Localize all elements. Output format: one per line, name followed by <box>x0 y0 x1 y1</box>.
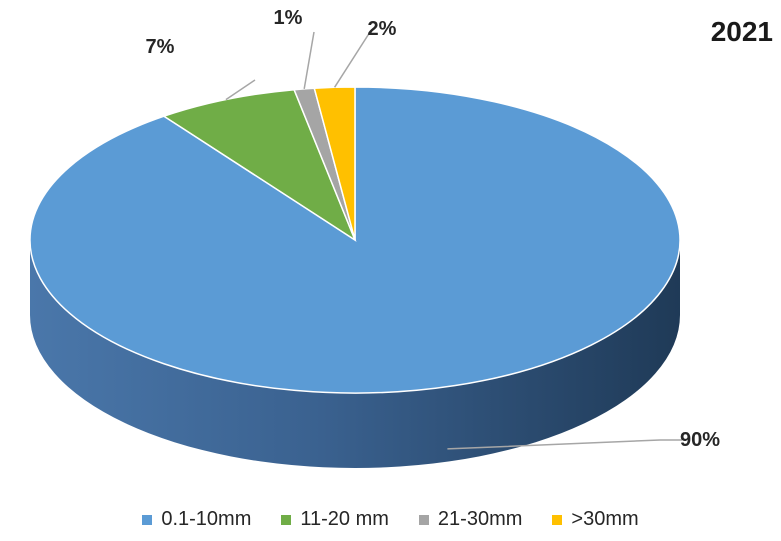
leader-line-21-30mm <box>303 31 315 90</box>
legend-swatch-11-20mm <box>281 514 292 525</box>
legend-item-0-1-10mm: 0.1-10mm <box>142 508 251 531</box>
legend-swatch-over-30mm <box>552 514 563 525</box>
legend-label-11-20mm: 11-20 mm <box>300 508 389 530</box>
legend-swatch-21-30mm <box>418 514 429 525</box>
legend-item-21-30mm: 21-30mm <box>418 508 523 531</box>
leader-line-11-20mm <box>225 79 256 101</box>
legend-item-over-30mm: >30mm <box>552 508 639 531</box>
leader-line-0-1-10mm <box>447 439 682 450</box>
legend: 0.1-10mm 11-20 mm 21-30mm >30mm <box>0 508 781 531</box>
legend-swatch-0-1-10mm <box>142 514 153 525</box>
data-label-21-30mm: 1% <box>274 7 303 29</box>
data-label-over-30mm: 2% <box>368 18 397 40</box>
data-label-0-1-10mm: 90% <box>680 429 720 451</box>
data-label-11-20mm: 7% <box>146 36 175 58</box>
legend-item-11-20mm: 11-20 mm <box>281 508 389 531</box>
leader-line-over-30mm <box>333 31 371 88</box>
pie-side <box>30 240 680 468</box>
legend-label-0-1-10mm: 0.1-10mm <box>161 508 252 530</box>
legend-label-over-30mm: >30mm <box>571 508 639 530</box>
chart-title: 2021 <box>710 16 773 47</box>
legend-label-21-30mm: 21-30mm <box>437 508 523 530</box>
